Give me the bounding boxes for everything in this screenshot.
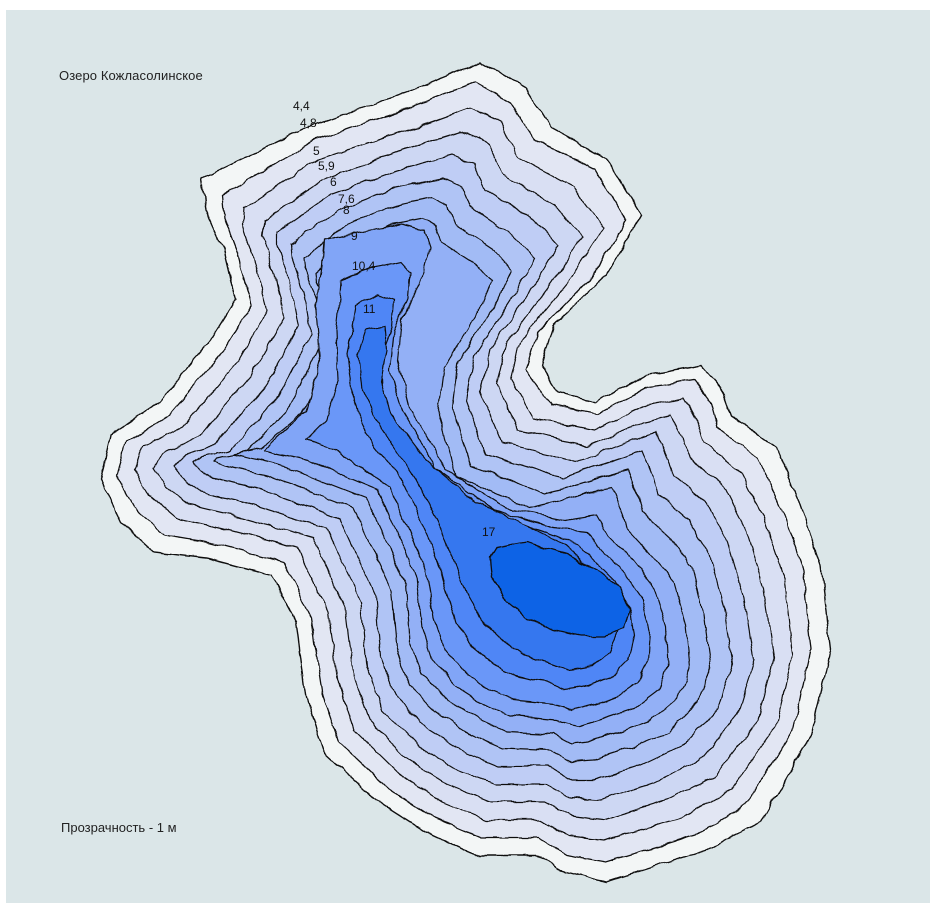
depth-label-5-9: 5,9	[318, 159, 335, 173]
depth-label-5: 5	[313, 144, 320, 158]
depth-label-11: 11	[363, 302, 376, 316]
depth-label-17: 17	[482, 525, 496, 539]
bathymetric-map: 4,4 4,8 5 5,9 6 7,6 8 9 10,4 11 17 Озеро…	[6, 10, 930, 903]
depth-label-4-8: 4,8	[300, 116, 317, 130]
lake-contour-map: 4,4 4,8 5 5,9 6 7,6 8 9 10,4 11 17	[100, 61, 832, 883]
depth-label-9: 9	[351, 229, 358, 243]
depth-label-10-4: 10,4	[352, 259, 376, 273]
depth-label-4-4: 4,4	[293, 99, 310, 113]
depth-label-6: 6	[330, 175, 337, 189]
depth-label-7-6: 7,6	[338, 192, 355, 206]
depth-label-8: 8	[343, 203, 350, 217]
transparency-note: Прозрачность - 1 м	[61, 820, 177, 835]
map-title: Озеро Кожласолинское	[59, 68, 203, 83]
contour-17	[489, 541, 631, 637]
